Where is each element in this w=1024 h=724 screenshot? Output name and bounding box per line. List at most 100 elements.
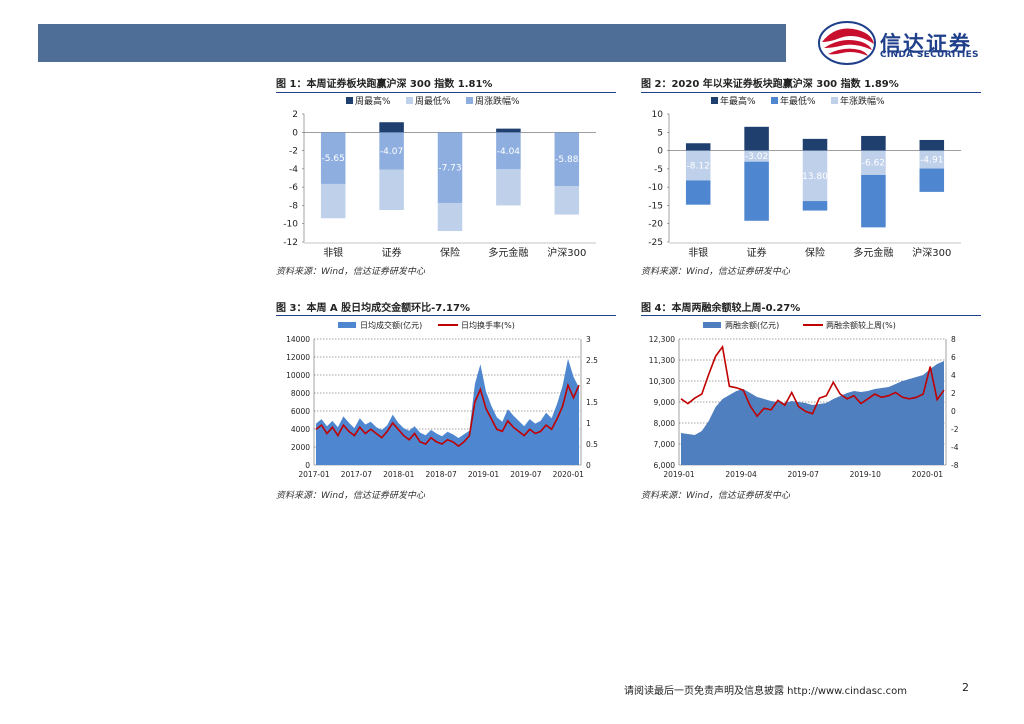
fig1-bar-high [496,128,521,133]
logo-english-name: CINDA SECURITIES [880,50,979,60]
fig1-data-label: -4.07 [380,147,403,157]
fig1-data-label: -4.04 [497,147,521,157]
fig1-ytick-label: -10 [283,220,298,230]
fig4-xtick-label: 2020-01 [912,470,944,479]
fig4-ytick-left-label: 7,000 [654,440,676,449]
fig1-bar-change [437,132,463,203]
fig3-ytick-right-label: 1.5 [586,398,598,407]
page-number: 2 [962,681,969,694]
fig3-ytick-left-label: 12000 [286,353,310,362]
fig1-legend-label: 周涨跌幅% [475,95,520,107]
fig1-data-label: -7.73 [438,164,461,174]
fig3-xtick-label: 2019-07 [510,470,542,479]
figure-1-title: 图 1：本周证券板块跑赢沪深 300 指数 1.81% [276,79,493,90]
figure-3-chart: 日均成交额(亿元) 日均换手率(%) 14000 12000 10000 8000 6000… [276,317,616,489]
fig2-ytick-label: 0 [657,147,663,157]
fig1-data-label: -5.88 [555,155,579,165]
fig2-bar-low [744,161,769,221]
fig2-bar-low [802,201,828,211]
fig3-ytick-right-label: 2.5 [586,356,598,365]
fig3-ytick-right-label: 3 [586,335,591,344]
fig4-line-series [680,344,945,418]
fig4-ytick-left-label: 11,300 [649,356,675,365]
fig2-ytick-label: -20 [648,220,663,230]
cinda-logo-icon [818,21,876,65]
fig4-ytick-right-label: -2 [951,425,959,434]
fig2-ytick-label: -5 [654,165,663,175]
fig1-ytick-label: -4 [289,165,298,175]
fig4-ytick-left-label: 10,300 [649,377,675,386]
fig3-ytick-right-label: 0.5 [586,440,598,449]
fig1-category-label: 保险 [440,246,460,259]
fig2-ytick-label: 10 [652,110,664,120]
fig2-bar-high [861,135,886,151]
fig2-category-label: 多元金融 [853,246,893,259]
fig3-ytick-left-label: 0 [305,461,310,470]
fig4-ytick-left-label: 12,300 [649,335,675,344]
fig4-legend-label: 两融余额(亿元) [725,320,779,330]
fig1-ytick-label: -2 [289,147,298,157]
figure-4-chart: 两融余额(亿元) 两融余额较上周(%) 12,300 11,300 10,300 9,00… [641,317,981,489]
fig3-area-series [316,358,579,465]
fig2-data-label: 13.80 [802,172,828,182]
fig1-legend-swatch [466,97,473,104]
fig3-ytick-left-label: 2000 [291,443,310,452]
fig3-ytick-left-label: 8000 [291,389,310,398]
fig2-ytick-label: -10 [648,183,663,193]
figure-3-rule [276,315,616,316]
fig2-data-label: -4.91 [920,156,943,166]
footer-disclaimer: 请阅读最后一页免责声明及信息披露 http://www.cindasc.com [624,686,907,697]
fig1-legend-swatch [406,97,413,104]
fig2-bar-high [685,143,711,151]
fig3-ytick-left-label: 4000 [291,425,310,434]
figure-4-source: 资料来源：Wind，信达证券研发中心 [641,491,790,501]
fig2-bar-high [802,138,828,151]
fig4-ytick-right-label: 0 [951,407,956,416]
fig1-legend-label: 周最低% [415,95,451,107]
figure-2-source: 资料来源：Wind，信达证券研发中心 [641,267,790,277]
fig2-category-label: 证券 [747,246,767,259]
figure-3-source: 资料来源：Wind，信达证券研发中心 [276,491,425,501]
fig3-xtick-label: 2019-01 [468,470,500,479]
fig1-category-label: 非银 [323,246,343,259]
fig2-bar-high [744,126,769,151]
fig3-xtick-label: 2017-07 [341,470,373,479]
fig1-ytick-label: -6 [289,183,298,193]
fig1-bar-high [379,122,404,133]
fig1-category-label: 多元金融 [488,246,528,259]
fig2-ytick-label: -25 [648,238,663,248]
fig2-legend-swatch [771,97,778,104]
fig1-bar-change [554,132,580,187]
fig2-bar-change [685,150,711,181]
fig4-xtick-label: 2019-01 [663,470,695,479]
fig1-category-label: 沪深300 [547,246,586,259]
figure-1-rule [276,92,616,93]
fig2-legend-label: 年涨跌幅% [840,95,885,107]
figure-3-title: 图 3：本周 A 股日均成交金额环比-7.17% [276,303,470,314]
fig4-ytick-left-label: 9,000 [654,398,676,407]
fig3-ytick-left-label: 14000 [286,335,310,344]
fig2-data-label: -6.62 [862,159,885,169]
fig4-ytick-left-label: 8,000 [654,419,676,428]
fig4-ytick-right-label: 6 [951,353,956,362]
logo-chinese-name: 信达证券 [880,32,972,56]
fig4-ytick-right-label: -8 [951,461,959,470]
fig2-legend-swatch [711,97,718,104]
fig4-ytick-left-label: 6,000 [654,461,676,470]
header-band [38,24,786,62]
fig4-ytick-right-label: 4 [951,371,956,380]
fig3-legend-label: 日均换手率(%) [461,320,515,330]
fig1-bar-low [437,202,463,232]
fig1-ytick-label: -8 [289,201,298,211]
fig2-legend-label: 年最低% [780,95,816,107]
fig1-bar-low [379,169,404,210]
figure-1-chart: 周最高% 周最低% 周涨跌幅% 2 0 -2 -4 -6 -8 -10 -12 -5.65 非银 -4.0… [276,94,616,268]
fig1-ytick-label: -12 [283,238,298,248]
fig2-bar-change [861,150,886,175]
fig2-ytick-label: 5 [657,128,663,138]
fig2-data-label: -8.12 [687,161,710,171]
figure-2-rule [641,92,981,93]
fig2-bar-high [919,139,945,151]
fig1-legend-swatch [346,97,353,104]
fig1-bar-change [379,132,404,170]
